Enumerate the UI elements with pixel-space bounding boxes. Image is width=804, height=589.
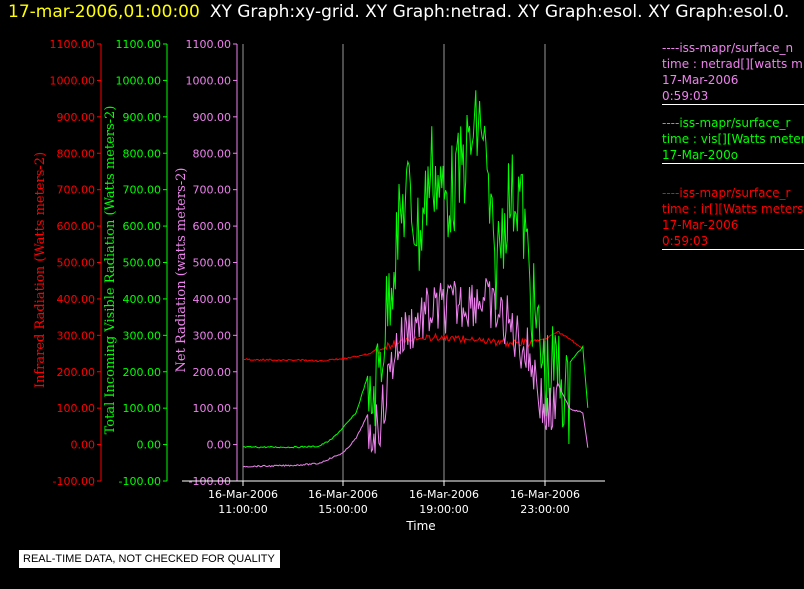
y-tick-label: 600.00 — [123, 220, 162, 233]
y-tick-label: -100.00 — [53, 475, 95, 488]
y-tick-label: 600.00 — [193, 220, 232, 233]
y-tick-label: 800.00 — [193, 147, 232, 160]
x-tick-label: 16-Mar-2006 — [208, 488, 278, 501]
y-tick-label: 1000.00 — [116, 74, 162, 87]
graph-title: 17-mar-2006,01:00:00 XY Graph:xy-grid. XY… — [8, 2, 789, 22]
x-tick-label: 15:00:00 — [318, 503, 367, 516]
legend-divider — [662, 163, 804, 164]
y-tick-label: 500.00 — [123, 257, 162, 270]
y-tick-label: 0.00 — [71, 439, 96, 452]
legend-text: 17-Mar-2006 — [662, 73, 739, 87]
plot-area — [240, 44, 605, 481]
x-tick-label: 11:00:00 — [218, 503, 267, 516]
title-timestamp: 17-mar-2006,01:00:00 — [8, 2, 200, 22]
y-tick-label: 400.00 — [123, 293, 162, 306]
y-axis-label: Infrared Radiation (Watts meters-2) — [33, 152, 48, 388]
series-line-vis — [242, 90, 589, 449]
quality-warning: REAL-TIME DATA, NOT CHECKED FOR QUALITY — [19, 550, 280, 568]
grid-lines — [242, 44, 546, 481]
y-tick-label: 0.00 — [137, 439, 162, 452]
x-tick-label: 16-Mar-2006 — [409, 488, 479, 501]
y-tick-label: 300.00 — [123, 329, 162, 342]
y-tick-label: 1000.00 — [50, 74, 96, 87]
y-tick-label: 1100.00 — [116, 38, 162, 51]
y-tick-label: 1000.00 — [186, 74, 232, 87]
y-axis-label: Net Radiation (watts meters-2) — [174, 168, 189, 373]
y-tick-label: 100.00 — [123, 402, 162, 415]
legend-text: 17-Mar-200o — [662, 148, 739, 162]
x-axis-label: Time — [405, 519, 435, 533]
y-tick-label: 700.00 — [193, 184, 232, 197]
legend-text: ----iss-mapr/surface_r — [662, 116, 791, 130]
legend-text: ----iss-mapr/surface_n — [662, 41, 794, 55]
y-tick-label: 900.00 — [123, 111, 162, 124]
x-tick-label: 16-Mar-2006 — [510, 488, 580, 501]
data-series — [242, 90, 589, 468]
y-tick-label: 300.00 — [193, 329, 232, 342]
legend-text: time : vis[][Watts meter — [662, 132, 804, 146]
y-tick-label: 700.00 — [123, 184, 162, 197]
y-tick-label: 800.00 — [123, 147, 162, 160]
series-line-netrad — [242, 278, 589, 468]
y-tick-label: 600.00 — [57, 220, 96, 233]
x-axis: 16-Mar-2006 11:00:00 16-Mar-2006 15:00:00 16… — [182, 480, 605, 533]
x-tick-label: 19:00:00 — [419, 503, 468, 516]
legend-text: 0:59:03 — [662, 89, 709, 103]
y-tick-label: 1100.00 — [50, 38, 96, 51]
y-tick-label: 200.00 — [123, 366, 162, 379]
y-tick-label: 700.00 — [57, 184, 96, 197]
y-tick-label: 400.00 — [193, 293, 232, 306]
x-tick-label: 23:00:00 — [520, 503, 569, 516]
y-tick-label: -100.00 — [119, 475, 161, 488]
y-tick-label: 400.00 — [57, 293, 96, 306]
y-tick-label: 800.00 — [57, 147, 96, 160]
y-tick-label: 300.00 — [57, 329, 96, 342]
legend-text: ----iss-mapr/surface_r — [662, 186, 791, 200]
y-tick-label: 100.00 — [193, 402, 232, 415]
y-tick-label: 1100.00 — [186, 38, 232, 51]
legend-text: 0:59:03 — [662, 234, 709, 248]
y-tick-label: 500.00 — [193, 257, 232, 270]
legend-text: time : netrad[][watts m — [662, 57, 803, 71]
y-tick-label: 200.00 — [193, 366, 232, 379]
y-axes: -100.00 0.00 100.00 200.00 300.00 400.00 500.0… — [33, 38, 238, 488]
y-tick-label: 500.00 — [57, 257, 96, 270]
y-tick-label: 200.00 — [57, 366, 96, 379]
y-tick-label: 900.00 — [57, 111, 96, 124]
y-tick-label: 100.00 — [57, 402, 96, 415]
legend-text: 17-Mar-2006 — [662, 218, 739, 232]
y-tick-label: 900.00 — [193, 111, 232, 124]
y-tick-label: 0.00 — [207, 439, 232, 452]
legend-text: time : ir[][Watts meters — [662, 202, 804, 216]
x-tick-label: 16-Mar-2006 — [308, 488, 378, 501]
legend-divider — [662, 249, 804, 250]
y-axis-label: Total Incoming Visible Radiation (Watts … — [103, 106, 118, 435]
legend-divider — [662, 104, 804, 105]
title-graph-list: XY Graph:xy-grid. XY Graph:netrad. XY Gr… — [209, 2, 790, 22]
